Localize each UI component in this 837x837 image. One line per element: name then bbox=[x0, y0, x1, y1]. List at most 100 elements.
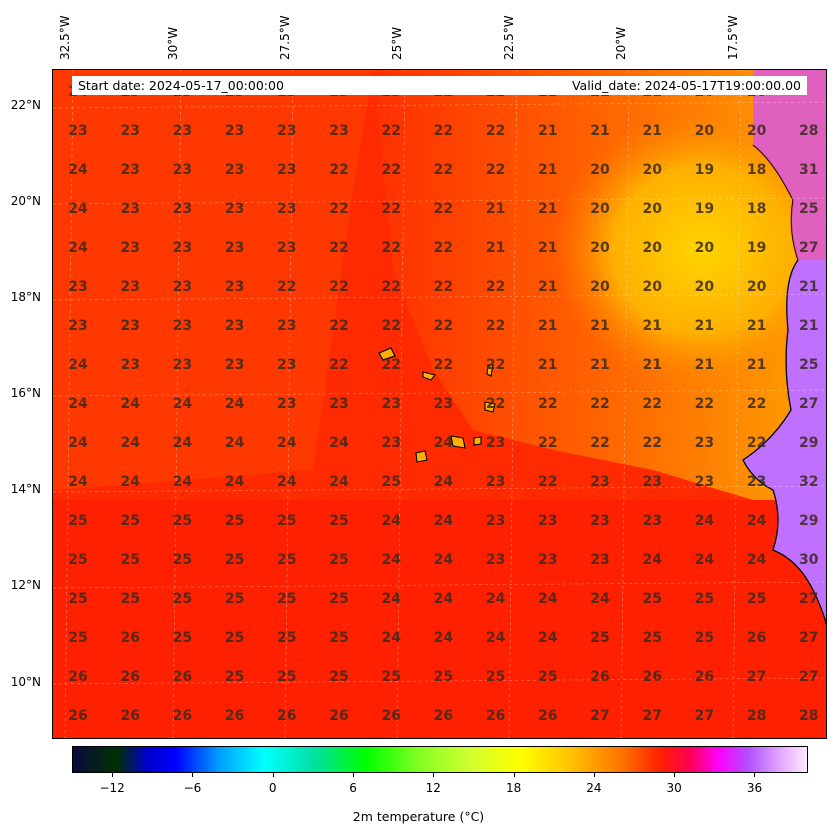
grid-value: 25 bbox=[225, 669, 244, 685]
grid-value: 19 bbox=[695, 162, 714, 178]
grid-value: 25 bbox=[173, 513, 192, 529]
grid-value: 24 bbox=[434, 513, 454, 529]
sahara-warm-band bbox=[753, 70, 826, 260]
grid-value: 24 bbox=[642, 552, 662, 568]
lat-label-16n: 16°N bbox=[10, 386, 41, 400]
grid-value: 20 bbox=[590, 279, 610, 295]
grid-value: 27 bbox=[799, 591, 818, 607]
grid-value: 21 bbox=[695, 318, 714, 334]
grid-value: 20 bbox=[642, 240, 662, 256]
field-south-red bbox=[53, 500, 826, 738]
grid-value: 25 bbox=[381, 669, 400, 685]
colorbar-tick-label: 36 bbox=[746, 781, 763, 795]
grid-line bbox=[172, 70, 182, 738]
grid-value: 25 bbox=[381, 474, 400, 490]
grid-value: 23 bbox=[277, 318, 296, 334]
grid-value: 26 bbox=[434, 708, 453, 724]
grid-value: 23 bbox=[120, 240, 139, 256]
grid-value: 23 bbox=[538, 552, 557, 568]
grid-value: 23 bbox=[486, 474, 505, 490]
grid-value: 21 bbox=[590, 357, 609, 373]
grid-value: 25 bbox=[68, 552, 87, 568]
grid-value: 23 bbox=[329, 396, 348, 412]
grid-value: 25 bbox=[277, 630, 296, 646]
grid-value: 23 bbox=[225, 123, 244, 139]
grid-value: 22 bbox=[695, 396, 714, 412]
grid-value: 22 bbox=[329, 201, 348, 217]
grid-value: 23 bbox=[173, 123, 192, 139]
grid-value: 25 bbox=[799, 201, 818, 217]
grid-value: 23 bbox=[590, 474, 609, 490]
island-boa-vista bbox=[484, 401, 496, 413]
grid-value: 22 bbox=[434, 201, 453, 217]
grid-value: 23 bbox=[695, 435, 714, 451]
grid-value: 22 bbox=[329, 240, 348, 256]
colorbar-tick-label: 18 bbox=[505, 781, 522, 795]
grid-value: 25 bbox=[799, 357, 818, 373]
grid-value: 23 bbox=[747, 474, 766, 490]
grid-value: 25 bbox=[329, 552, 348, 568]
grid-value: 21 bbox=[642, 357, 661, 373]
temperature-map: 24 23 23 23 23 23 23 22 22 22 21 21 20 26 23 23 23 23 23 23… bbox=[53, 70, 826, 738]
grid-value: 26 bbox=[173, 669, 192, 685]
colorbar-tick-label: 6 bbox=[349, 781, 357, 795]
colorbar-tick-label: 0 bbox=[268, 781, 277, 795]
grid-value: 22 bbox=[381, 162, 400, 178]
grid-value: 24 bbox=[538, 630, 558, 646]
grid-value: 20 bbox=[695, 240, 715, 256]
grid-value: 20 bbox=[590, 201, 610, 217]
grid-value: 24 bbox=[120, 474, 140, 490]
grid-value: 24 bbox=[695, 513, 715, 529]
grid-value: 23 bbox=[590, 552, 609, 568]
grid-value: 22 bbox=[486, 123, 505, 139]
grid-line bbox=[620, 70, 630, 738]
grid-value: 24 bbox=[590, 591, 610, 607]
grid-value: 23 bbox=[120, 123, 139, 139]
grid-value: 23 bbox=[381, 435, 400, 451]
grid-value: 23 bbox=[225, 201, 244, 217]
grid-value: 25 bbox=[225, 630, 244, 646]
grid-value: 23 bbox=[642, 513, 661, 529]
grid-value: 21 bbox=[590, 318, 609, 334]
lon-label-25w: 25°W bbox=[390, 26, 404, 60]
grid-value: 23 bbox=[277, 357, 296, 373]
grid-value: 22 bbox=[590, 435, 609, 451]
grid-value: 21 bbox=[538, 162, 557, 178]
grid-line bbox=[64, 70, 74, 738]
grid-value: 24 bbox=[434, 630, 454, 646]
valid-date: Valid_date: 2024-05-17T19:00:00.00 bbox=[571, 78, 801, 93]
grid-value: 27 bbox=[695, 708, 714, 724]
grid-value: 22 bbox=[486, 162, 505, 178]
grid-value: 22 bbox=[434, 318, 453, 334]
grid-value: 25 bbox=[434, 669, 453, 685]
grid-value: 26 bbox=[695, 669, 714, 685]
grid-value: 24 bbox=[747, 552, 767, 568]
grid-value: 25 bbox=[642, 591, 661, 607]
grid-value: 23 bbox=[277, 396, 296, 412]
island-sal bbox=[486, 364, 494, 377]
lon-label-32-5w: 32.5°W bbox=[58, 15, 72, 60]
grid-value: 22 bbox=[381, 279, 400, 295]
colorbar-tick-label: −12 bbox=[99, 781, 125, 795]
grid-value: 22 bbox=[434, 123, 453, 139]
lat-label-20n: 20°N bbox=[10, 194, 41, 208]
grid-value: 20 bbox=[590, 162, 610, 178]
grid-line bbox=[732, 70, 742, 738]
colorbar-tick-label: 30 bbox=[666, 781, 682, 795]
grid-value: 25 bbox=[277, 591, 296, 607]
grid-value: 23 bbox=[225, 279, 244, 295]
grid-value: 25 bbox=[695, 630, 714, 646]
grid-value: 23 bbox=[277, 201, 296, 217]
date-header: Start date: 2024-05-17_00:00:00 Valid_da… bbox=[72, 76, 807, 95]
grid-value: 20 bbox=[642, 162, 662, 178]
grid-value: 32 bbox=[799, 474, 818, 490]
grid-value: 23 bbox=[277, 123, 296, 139]
grid-value: 23 bbox=[434, 396, 453, 412]
grid-value: 21 bbox=[538, 357, 557, 373]
grid-value: 21 bbox=[590, 123, 609, 139]
grid-value: 24 bbox=[434, 591, 454, 607]
grid-value: 24 bbox=[434, 435, 454, 451]
lat-label-18n: 18°N bbox=[10, 290, 41, 304]
grid-value: 28 bbox=[799, 708, 818, 724]
grid-value: 22 bbox=[486, 396, 505, 412]
